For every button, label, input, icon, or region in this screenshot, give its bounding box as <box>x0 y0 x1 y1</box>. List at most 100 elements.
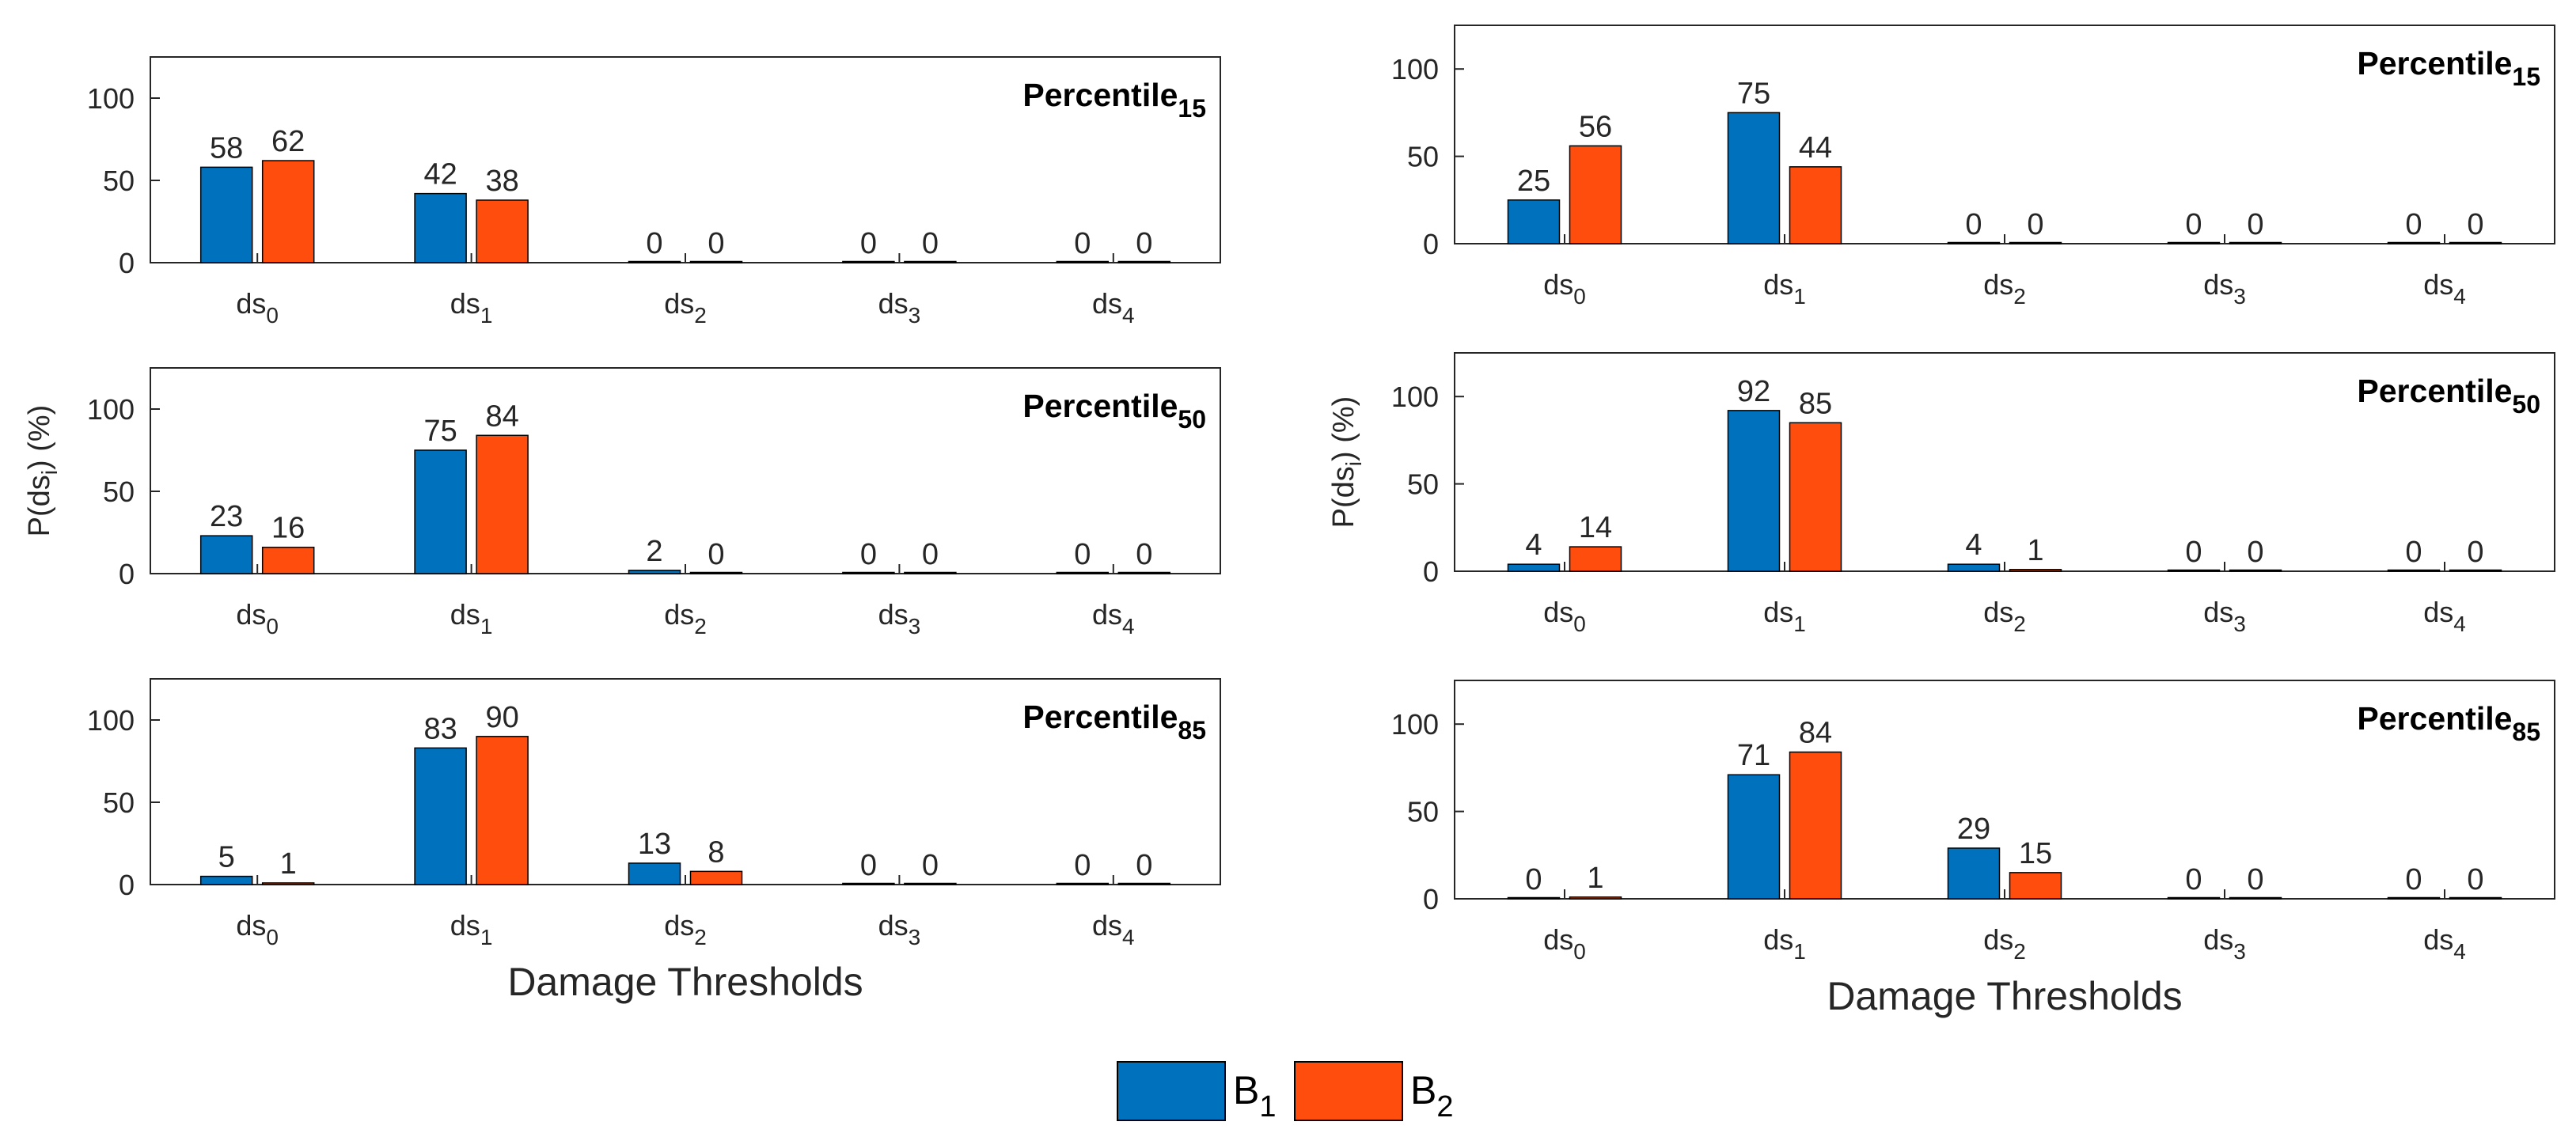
bar-b2-ds4 <box>1117 260 1171 263</box>
data-label: 13 <box>638 828 671 861</box>
bar-b2-ds1 <box>1789 422 1842 572</box>
bar-b1-ds1 <box>414 449 467 574</box>
bar-b2-ds1 <box>476 199 529 263</box>
bar-b1-ds1 <box>414 747 467 885</box>
y-tick-label: 0 <box>119 247 135 279</box>
x-tick-label: ds1 <box>450 598 493 638</box>
data-label: 0 <box>860 227 877 260</box>
data-label: 0 <box>1074 538 1091 571</box>
data-label: 84 <box>485 400 518 433</box>
bar-b1-ds4 <box>1056 571 1110 574</box>
bar-b1-ds3 <box>842 882 895 885</box>
axes-frame <box>1454 25 2555 244</box>
x-tick-label: ds2 <box>1983 923 2026 964</box>
bar-b1-ds0 <box>199 166 253 263</box>
y-tick-label: 100 <box>1391 53 1439 85</box>
x-tick-label: ds4 <box>1092 598 1135 638</box>
data-label: 0 <box>708 227 724 260</box>
bar-b2-ds0 <box>1569 145 1622 244</box>
y-tick-label: 0 <box>119 558 135 590</box>
x-tick-label: ds2 <box>664 909 707 949</box>
bar-b2-ds2 <box>2009 872 2062 900</box>
data-label: 8 <box>708 836 724 869</box>
bar-b1-ds4 <box>2387 241 2441 244</box>
bar-b1-ds1 <box>414 192 467 263</box>
data-label: 0 <box>2247 208 2263 241</box>
data-label: 0 <box>2185 536 2202 569</box>
y-tick-label: 100 <box>87 82 135 115</box>
bar-b2-ds3 <box>2229 896 2282 900</box>
data-label: 23 <box>210 500 243 533</box>
bar-b2-ds3 <box>2229 241 2282 244</box>
x-tick-label: ds0 <box>1543 268 1586 309</box>
data-label: 0 <box>2405 863 2422 896</box>
data-label: 0 <box>2247 536 2263 569</box>
x-tick-label: ds4 <box>2423 268 2466 309</box>
data-label: 0 <box>646 227 662 260</box>
bar-b1-ds3 <box>842 571 895 574</box>
axes-frame <box>150 367 1221 574</box>
x-tick-label: ds2 <box>664 287 707 328</box>
data-label: 0 <box>860 538 877 571</box>
bar-b2-ds0 <box>261 882 315 885</box>
data-label: 0 <box>1525 863 1542 896</box>
x-tick-label: ds4 <box>2423 596 2466 636</box>
x-tick-label: ds0 <box>1543 596 1586 636</box>
legend-swatch-b2 <box>1294 1061 1403 1121</box>
bar-b2-ds2 <box>689 571 743 574</box>
data-label: 0 <box>2185 208 2202 241</box>
x-tick-label: ds0 <box>236 598 279 638</box>
x-tick-label: ds4 <box>1092 287 1135 328</box>
panel-title: Percentile15 <box>2357 45 2540 91</box>
x-axis-label: Damage Thresholds <box>507 960 863 1004</box>
data-label: 44 <box>1799 131 1832 165</box>
data-label: 2 <box>646 535 662 568</box>
bar-b2-ds4 <box>1117 571 1171 574</box>
legend-label-b2: B2 <box>1410 1068 1454 1124</box>
x-tick-label: ds1 <box>450 909 493 949</box>
data-label: 25 <box>1517 165 1550 198</box>
y-axis-label: P(dsi) (%) <box>1327 396 1366 529</box>
data-label: 0 <box>2405 208 2422 241</box>
data-label: 71 <box>1737 739 1770 772</box>
data-label: 0 <box>922 227 939 260</box>
bar-b1-ds3 <box>842 260 895 263</box>
data-label: 0 <box>860 849 877 882</box>
x-tick-label: ds3 <box>2203 596 2246 636</box>
data-label: 84 <box>1799 717 1832 750</box>
y-tick-label: 100 <box>87 393 135 426</box>
data-label: 75 <box>423 415 457 448</box>
y-tick-label: 100 <box>87 704 135 737</box>
axes-frame <box>150 56 1221 263</box>
bar-b2-ds4 <box>2449 241 2502 244</box>
x-tick-label: ds1 <box>450 287 493 328</box>
data-label: 1 <box>280 847 297 881</box>
data-label: 83 <box>423 712 457 745</box>
x-tick-label: ds4 <box>2423 923 2466 964</box>
axes-frame <box>1454 352 2555 572</box>
data-label: 15 <box>2019 837 2052 870</box>
y-axis-label: P(dsi) (%) <box>23 405 62 537</box>
bar-b1-ds3 <box>2167 896 2221 900</box>
bar-b2-ds2 <box>2009 569 2062 572</box>
axes-frame <box>1454 680 2555 900</box>
data-label: 0 <box>1136 538 1152 571</box>
x-tick-label: ds3 <box>878 287 921 328</box>
bar-b2-ds3 <box>904 260 957 263</box>
bar-b2-ds1 <box>476 434 529 574</box>
data-label: 42 <box>423 158 457 191</box>
bar-b1-ds4 <box>2387 569 2441 572</box>
data-label: 0 <box>2405 536 2422 569</box>
data-label: 1 <box>2027 534 2043 567</box>
data-label: 0 <box>2467 863 2483 896</box>
bar-b2-ds0 <box>261 160 315 263</box>
x-tick-label: ds2 <box>1983 596 2026 636</box>
bar-b1-ds1 <box>1727 774 1781 900</box>
data-label: 0 <box>2247 863 2263 896</box>
bar-b1-ds4 <box>1056 260 1110 263</box>
